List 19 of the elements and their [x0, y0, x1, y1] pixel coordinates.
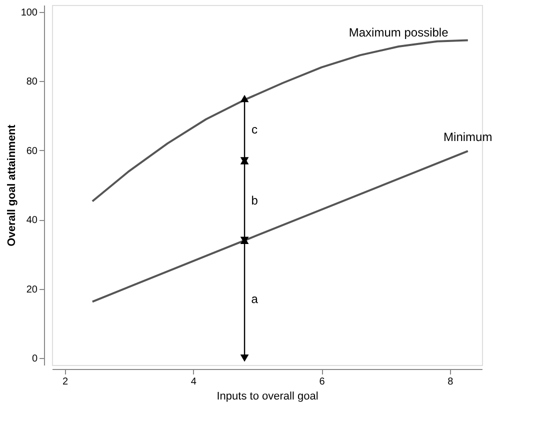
- y-tick-label: 100: [20, 7, 38, 18]
- annotation: b: [251, 194, 258, 208]
- x-tick-label: 8: [448, 376, 454, 388]
- x-tick-label: 4: [190, 376, 197, 388]
- y-tick-label: 40: [26, 215, 38, 226]
- point: [240, 94, 249, 102]
- annotation: c: [252, 122, 258, 137]
- series-label: Minimum: [444, 130, 492, 144]
- x-axis-title: Inputs to overall goal: [216, 390, 318, 402]
- x-tick-label: 2: [62, 376, 69, 388]
- point: [240, 354, 249, 362]
- y-axis-title: Overall goal attainment: [6, 124, 18, 246]
- x-tick-label: 6: [319, 376, 326, 388]
- y-tick-label: 60: [26, 146, 38, 157]
- y-tick-label: 20: [26, 284, 38, 296]
- y-tick-label: 0: [32, 354, 38, 365]
- annotation: a: [251, 292, 258, 306]
- y-tick-label: 80: [26, 76, 38, 88]
- series-label: Maximum possible: [348, 26, 449, 40]
